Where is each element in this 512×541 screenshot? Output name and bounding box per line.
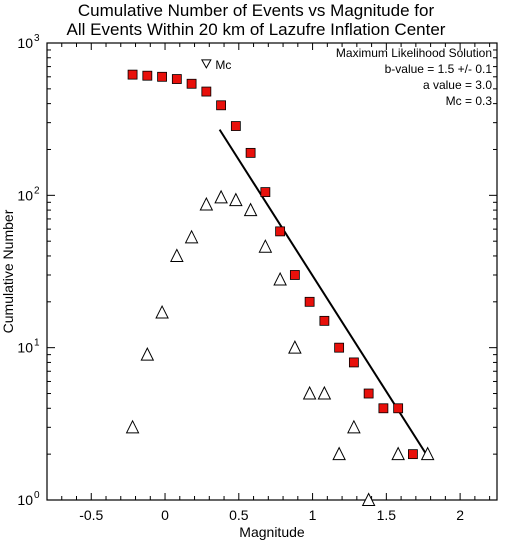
incremental-triangle-marker xyxy=(420,446,435,461)
y-axis-label: Cumulative Number xyxy=(0,209,16,333)
cumulative-square-marker xyxy=(157,71,167,82)
incremental-triangle-marker xyxy=(273,271,287,286)
chart-title-line-1: Cumulative Number of Events vs Magnitude… xyxy=(77,1,435,20)
cumulative-square-marker xyxy=(408,449,418,460)
x-tick-label: 1.5 xyxy=(377,507,397,523)
incremental-triangle-marker xyxy=(170,248,184,262)
incremental-triangle-marker xyxy=(229,192,243,207)
incremental-triangle-marker xyxy=(391,446,405,461)
annotation-line: b-value = 1.5 +/- 0.1 xyxy=(385,62,493,76)
cumulative-square-marker xyxy=(319,315,330,326)
incremental-triangle-marker xyxy=(125,419,140,434)
b-value-fit-line xyxy=(218,129,428,455)
cumulative-square-marker xyxy=(230,121,241,131)
y-tick-label: 10 xyxy=(17,492,33,508)
cumulative-square-marker xyxy=(363,388,374,399)
fit-line-group xyxy=(218,129,428,455)
y-tick-exponent: 2 xyxy=(34,185,40,196)
annotation-box: Maximum Likelihood Solution b-value = 1.5… xyxy=(336,46,492,108)
incremental-triangle-marker xyxy=(184,229,199,244)
cumulative-square-marker xyxy=(289,270,300,280)
incremental-triangle-marker xyxy=(347,419,361,434)
plot-frame xyxy=(46,42,498,501)
cumulative-square-marker xyxy=(186,78,197,89)
cumulative-square-marker xyxy=(304,296,315,307)
annotation-line: Maximum Likelihood Solution xyxy=(336,46,492,60)
x-tick-label: 0 xyxy=(161,507,169,523)
cumulative-square-marker xyxy=(201,86,212,97)
x-tick-label: -0.5 xyxy=(79,507,103,523)
x-tick-label: 0.5 xyxy=(229,507,249,523)
mc-marker-icon xyxy=(200,59,212,69)
incremental-triangle-marker xyxy=(317,385,332,400)
cumulative-square-marker xyxy=(348,357,359,368)
cumulative-square-marker xyxy=(378,403,389,414)
x-tick-label: 2 xyxy=(456,507,464,523)
incremental-triangle-marker xyxy=(258,239,273,253)
cumulative-square-marker xyxy=(393,403,404,414)
annotation-line: Mc = 0.3 xyxy=(446,94,493,108)
incremental-triangle-marker xyxy=(199,196,214,211)
cumulative-square-marker xyxy=(260,187,271,198)
cumulative-square-marker xyxy=(127,69,138,80)
incremental-triangle-marker xyxy=(243,202,258,217)
annotation-line: a value = 3.0 xyxy=(423,78,492,92)
x-axis-label: Magnitude xyxy=(239,524,305,540)
cumulative-square-marker xyxy=(216,100,226,111)
y-tick-exponent: 0 xyxy=(34,490,40,501)
incremental-triangle-marker xyxy=(332,446,346,461)
cumulative-square-marker xyxy=(275,226,286,237)
incremental-triangle-marker xyxy=(214,189,228,204)
cumulative-square-marker xyxy=(142,70,153,81)
cumulative-square-marker xyxy=(334,342,345,353)
incremental-triangle-marker xyxy=(288,340,302,354)
y-tick-exponent: 3 xyxy=(34,33,40,44)
data-marks: Mc xyxy=(125,58,435,506)
cumulative-square-marker xyxy=(245,147,256,158)
x-tick-label: 1 xyxy=(309,507,317,523)
y-tick-label: 10 xyxy=(17,187,33,203)
y-tick-label: 10 xyxy=(17,340,33,356)
y-tick-label: 10 xyxy=(17,35,33,51)
incremental-triangle-marker xyxy=(140,347,155,361)
incremental-triangle-marker xyxy=(302,385,317,400)
mc-marker-label: Mc xyxy=(215,58,231,72)
cumulative-square-marker xyxy=(171,74,182,84)
chart-title-line-2: All Events Within 20 km of Lazufre Infla… xyxy=(66,20,446,39)
incremental-triangle-marker xyxy=(155,304,169,319)
y-tick-exponent: 1 xyxy=(34,338,40,349)
incremental-triangle-marker xyxy=(361,492,376,506)
